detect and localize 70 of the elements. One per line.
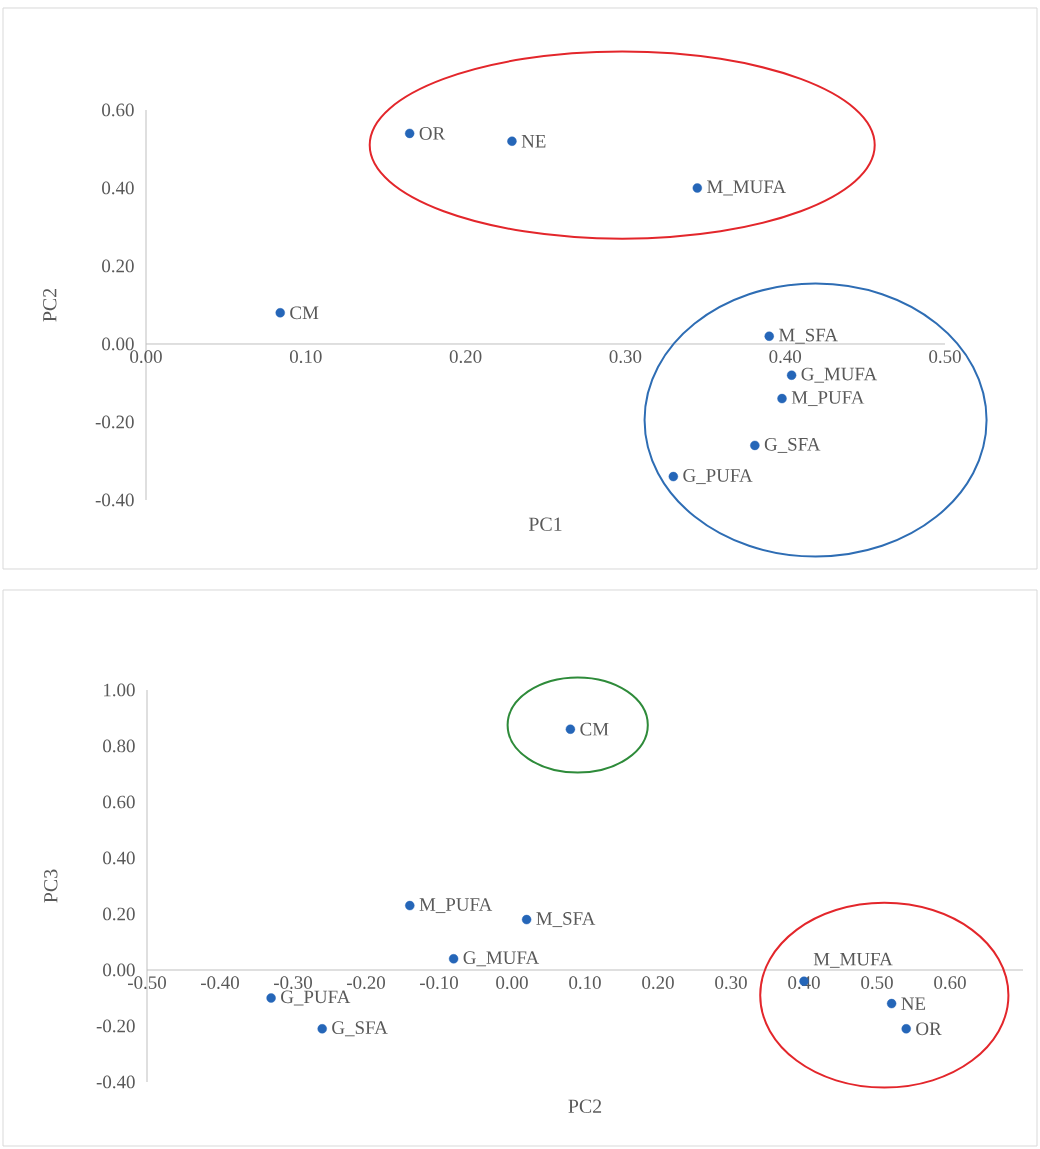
point [404,128,415,139]
x-tick-label: -0.50 [127,976,166,990]
annotation: G_MUFA [463,951,540,967]
annotation: M_SFA [536,912,596,928]
y-tick-label: 0.80 [103,739,135,753]
y-tick-label: -0.40 [96,1075,135,1089]
y-tick-label: 0.20 [102,259,134,273]
point [786,370,797,380]
x-tick-label: 0.30 [715,976,747,990]
x-axis-title: PC2 [568,1099,602,1113]
point [507,136,517,146]
y-tick-label: 0.00 [103,963,135,977]
annotation: G_SFA [332,1021,388,1037]
x-tick-label: 0.50 [929,350,961,364]
annotation: NE [521,134,546,148]
y-tick-label: 1.00 [104,683,135,697]
y-tick-label: -0.20 [95,415,134,429]
y-tick-label: -0.20 [96,1019,135,1033]
x-tick-label: 0.50 [861,976,893,990]
y-tick-label: 0.40 [103,851,135,865]
x-tick-label: 0.40 [769,350,802,364]
x-tick-label: 0.00 [496,976,528,990]
x-tick-label: -0.10 [420,976,458,990]
annotation: OR [916,1022,942,1036]
y-tick-label: 0.40 [102,181,134,195]
annotation: OR [419,127,446,140]
x-tick-label: -0.30 [273,976,312,990]
point [275,308,285,318]
point [692,183,703,193]
y-axis-title: PC2 [43,288,57,322]
annotation: M_MUFA [813,952,893,968]
x-axis-title: PC1 [528,517,562,531]
x-tick-label: 0.10 [569,976,601,990]
x-tick-label: 0.20 [449,350,482,364]
point [266,993,276,1003]
point [565,724,576,734]
y-axis-title: PC3 [44,869,58,903]
x-tick-label: -0.40 [200,976,239,990]
point [750,440,760,451]
y-tick-label: 0.20 [103,907,135,921]
annotation: G_MUFA [801,367,878,383]
point [405,900,415,911]
annotation: CM [290,306,319,320]
annotation: G_SFA [764,437,821,453]
x-tick-label: 0.20 [642,976,674,990]
point [317,1024,327,1034]
annotation: G_PUFA [683,469,753,485]
y-tick-label: 0.60 [103,795,135,809]
point [886,998,897,1009]
annotation: CM [580,722,609,736]
point [764,331,774,341]
annotation: M_SFA [778,328,838,344]
x-tick-label: -0.20 [346,976,385,990]
point [668,471,679,482]
annotation: M_MUFA [707,180,786,196]
annotation: NE [901,997,926,1010]
point [901,1024,911,1034]
x-tick-label: 0.00 [130,350,162,364]
point [521,914,532,925]
y-tick-label: -0.40 [95,493,134,507]
annotation: M_PUFA [791,391,865,407]
x-tick-label: 0.30 [609,350,642,364]
y-tick-label: 0.00 [102,337,134,351]
point [777,393,787,404]
point [448,954,459,964]
annotation: G_PUFA [281,990,351,1006]
x-tick-label: 0.60 [934,976,966,990]
y-tick-label: 0.60 [102,103,134,117]
x-tick-label: 0.10 [289,350,322,364]
annotation: M_PUFA [419,898,493,914]
